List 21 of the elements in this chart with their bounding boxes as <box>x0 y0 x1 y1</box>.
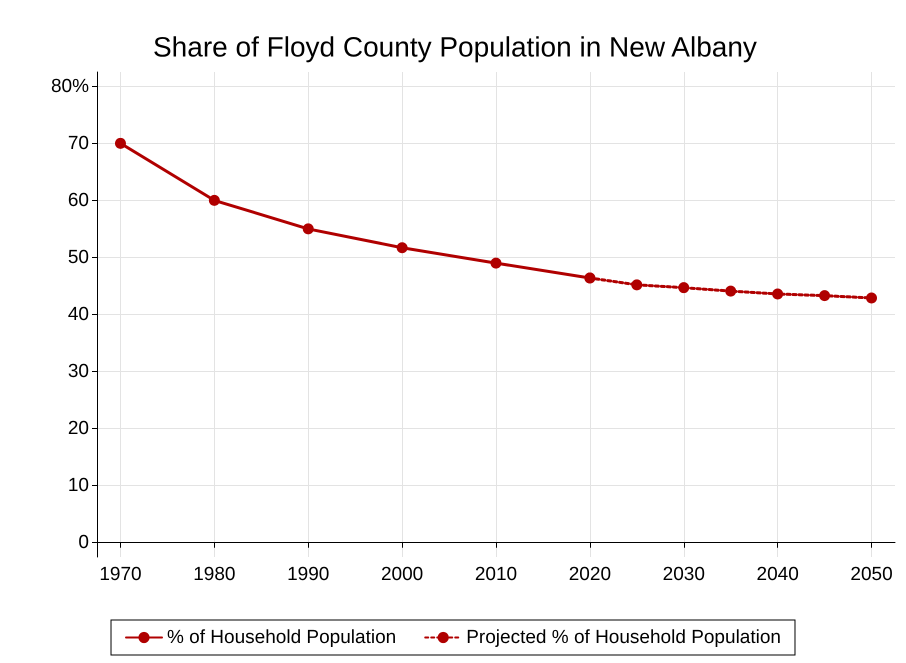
y-tick-label: 80% <box>50 76 90 97</box>
y-tick-label: 30 <box>68 361 89 382</box>
chart-title: Share of Floyd County Population in New Albany <box>153 32 757 62</box>
x-tick-label: 1980 <box>193 564 236 585</box>
x-tick-label: 2000 <box>380 564 424 585</box>
x-tick-label: 1970 <box>99 564 142 585</box>
legend-label: % of Household Population <box>167 627 396 648</box>
x-tick-label: 2020 <box>568 564 612 585</box>
y-tick-label: 70 <box>68 132 89 154</box>
x-tick-label: 1990 <box>287 564 330 585</box>
legend-label: Projected % of Household Population <box>466 627 781 648</box>
x-tick-label: 2030 <box>662 564 705 585</box>
y-tick-label: 0 <box>78 532 89 554</box>
y-tick-label: 60 <box>68 190 89 211</box>
y-tick-label: 50 <box>68 246 89 268</box>
y-tick-label: 10 <box>68 475 89 496</box>
x-tick-label: 2050 <box>850 564 893 585</box>
y-tick-label: 20 <box>68 418 89 440</box>
y-tick-label: 40 <box>68 304 89 325</box>
x-tick-label: 2010 <box>474 564 518 585</box>
x-tick-label: 2040 <box>756 564 799 585</box>
